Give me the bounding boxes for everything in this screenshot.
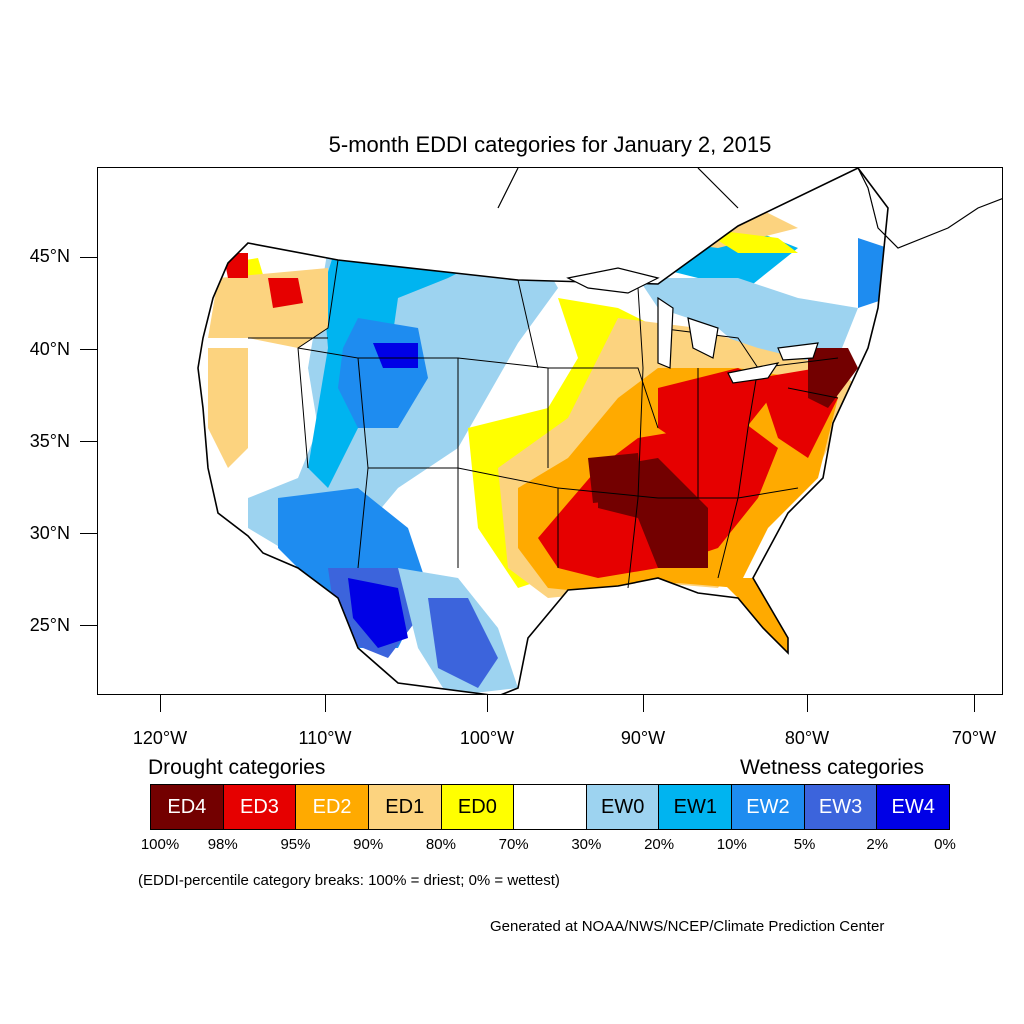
percentile-break-label: 5% (793, 836, 816, 853)
legend-cell-ew0: EW0 (586, 785, 660, 829)
percentile-break-label: 80% (425, 836, 456, 853)
great-lakes (566, 267, 819, 384)
category-shading (208, 198, 888, 694)
legend-cell-ed3: ED3 (223, 785, 297, 829)
lat-tick (80, 441, 97, 442)
lon-label-120w: 120°W (132, 728, 188, 748)
lon-label-110w: 110°W (298, 728, 352, 748)
lat-label-40n: 40°N (29, 339, 70, 359)
wet-region-ew2-texas (428, 598, 498, 688)
dry-region-ed1-california (208, 348, 248, 468)
percentile-break-label: 100% (140, 836, 180, 853)
legend-cell-ew4: EW4 (877, 785, 950, 829)
percentile-break-label: 98% (207, 836, 238, 853)
legend-cell-normal (514, 785, 587, 829)
lat-label-30n: 30°N (29, 523, 70, 543)
lon-tick (325, 695, 326, 712)
wet-region-ew0-north (638, 278, 858, 363)
percentile-break-label: 30% (571, 836, 602, 853)
map-frame (97, 167, 1003, 695)
category-legend-bar: ED4 ED3 ED2 ED1 ED0 EW0 EW1 EW2 EW3 EW4 (150, 784, 950, 830)
lon-tick (974, 695, 975, 712)
lat-label-45n: 45°N (29, 246, 70, 266)
lon-tick (160, 695, 161, 712)
wet-region-ew4-mexico (348, 578, 408, 648)
lat-tick (80, 533, 97, 534)
category-breaks-note: (EDDI-percentile category breaks: 100% =… (138, 872, 560, 889)
lon-label-80w: 80°W (784, 728, 830, 748)
percentile-break-label: 10% (716, 836, 747, 853)
wetness-categories-heading: Wetness categories (740, 756, 925, 779)
percentile-break-label: 70% (498, 836, 529, 853)
dry-region-ed1-northwest (208, 268, 328, 348)
lon-label-100w: 100°W (459, 728, 515, 748)
lon-tick (487, 695, 488, 712)
legend-cell-ew2: EW2 (732, 785, 805, 829)
dry-region-ed4-northeast (808, 348, 858, 408)
percentile-break-label: 20% (644, 836, 675, 853)
legend-cell-ed0: ED0 (441, 785, 515, 829)
lon-label-90w: 90°W (620, 728, 666, 748)
percentile-break-label: 0% (934, 836, 956, 853)
lat-label-35n: 35°N (29, 431, 70, 451)
drought-categories-heading: Drought categories (148, 756, 326, 779)
percentile-break-label: 90% (353, 836, 384, 853)
legend-cell-ed1: ED1 (368, 785, 442, 829)
dry-region-ed3-idaho (268, 278, 303, 308)
legend-cell-ew1: EW1 (659, 785, 733, 829)
lon-label-70w: 70°W (951, 728, 997, 748)
map-title: 5-month EDDI categories for January 2, 2… (328, 132, 772, 157)
legend-cell-ew3: EW3 (804, 785, 878, 829)
lat-tick (80, 257, 97, 258)
lon-tick (643, 695, 644, 712)
dry-region-ed3-ohio (658, 368, 778, 448)
eddi-map (197, 168, 1002, 694)
lon-tick (807, 695, 808, 712)
legend-cell-ed4: ED4 (151, 785, 224, 829)
dry-region-ed4-arkansas (588, 453, 643, 503)
lat-tick (80, 625, 97, 626)
lat-tick (80, 349, 97, 350)
generated-credit: Generated at NOAA/NWS/NCEP/Climate Predi… (490, 918, 885, 935)
canada-coast (497, 168, 1002, 249)
wet-region-ew4-colorado (373, 343, 418, 368)
percentile-break-label: 2% (866, 836, 889, 853)
lat-label-25n: 25°N (29, 615, 70, 635)
legend-cell-ed2: ED2 (296, 785, 369, 829)
percentile-break-label: 95% (280, 836, 311, 853)
